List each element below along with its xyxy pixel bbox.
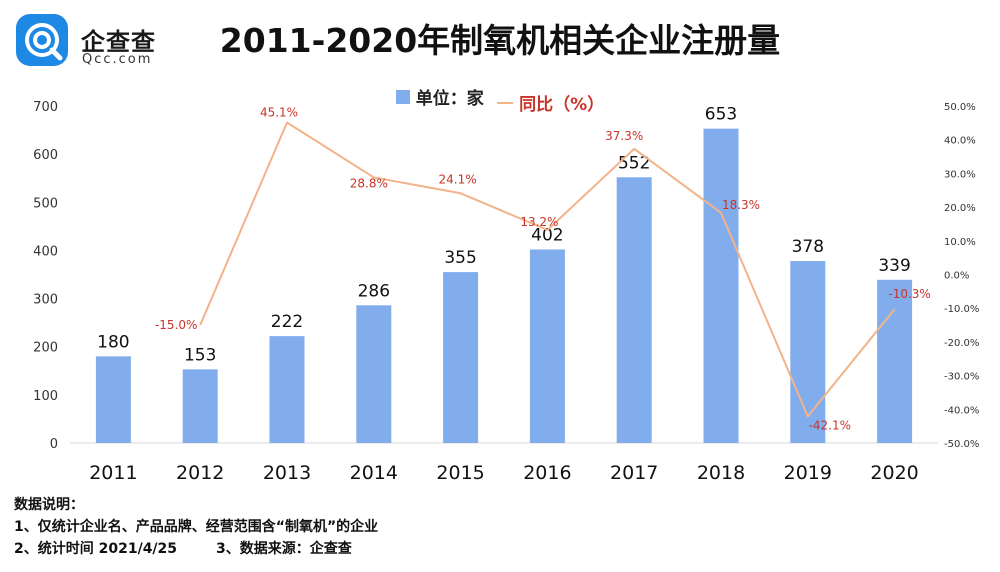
legend-item-bar: 单位：家 bbox=[395, 84, 484, 109]
right-axis-tick-label: -20.0% bbox=[944, 338, 979, 349]
x-axis-category-label: 2019 bbox=[784, 462, 832, 484]
right-axis-tick-label: -30.0% bbox=[944, 372, 979, 383]
bar bbox=[790, 261, 826, 443]
bar-value-label: 339 bbox=[878, 256, 910, 276]
line-point-label: 45.1% bbox=[260, 106, 298, 120]
bar-value-label: 402 bbox=[531, 225, 563, 245]
x-axis-category-label: 2013 bbox=[263, 462, 311, 484]
x-axis-category-label: 2015 bbox=[436, 462, 484, 484]
right-axis-tick-label: 20.0% bbox=[944, 203, 976, 214]
right-axis-tick-label: -40.0% bbox=[944, 405, 979, 416]
left-axis-tick-label: 700 bbox=[33, 100, 58, 115]
bar-value-label: 153 bbox=[184, 345, 216, 365]
right-axis-tick-label: -50.0% bbox=[944, 439, 979, 450]
yoy-line bbox=[199, 121, 896, 418]
x-axis-category-label: 2020 bbox=[870, 462, 918, 484]
qcc-logo-icon bbox=[16, 14, 68, 66]
chart-legend: 单位：家 同比（%） bbox=[0, 84, 1000, 115]
line-point-label: -10.3% bbox=[888, 287, 930, 301]
left-axis-tick-label: 300 bbox=[33, 293, 58, 308]
notes-line-1: 1、仅统计企业名、产品品牌、经营范围含“制氧机”的企业 bbox=[14, 519, 379, 535]
right-axis-tick-label: 10.0% bbox=[944, 237, 976, 248]
brand-name: 企查查 bbox=[81, 28, 156, 56]
x-axis-category-label: 2017 bbox=[610, 462, 658, 484]
bar-value-label: 653 bbox=[705, 105, 737, 125]
bar-value-label: 355 bbox=[444, 248, 476, 268]
bar-value-label: 180 bbox=[97, 332, 129, 352]
right-axis-tick-label: 0.0% bbox=[944, 271, 969, 282]
bar bbox=[95, 356, 131, 443]
right-axis-tick-label: 40.0% bbox=[944, 136, 976, 147]
data-notes: 数据说明： 1、仅统计企业名、产品品牌、经营范围含“制氧机”的企业 2、统计时间… bbox=[14, 494, 378, 560]
bar bbox=[443, 272, 479, 443]
x-axis-category-label: 2018 bbox=[697, 462, 745, 484]
legend-item-line: 同比（%） bbox=[497, 90, 604, 115]
line-point-label: 37.3% bbox=[605, 129, 643, 143]
chart-title: 2011-2020年制氧机相关企业注册量 bbox=[219, 21, 781, 60]
legend-line-label: 同比（%） bbox=[519, 95, 605, 115]
line-point-label: 28.8% bbox=[350, 176, 388, 190]
bar bbox=[616, 177, 652, 443]
notes-heading: 数据说明： bbox=[14, 497, 84, 513]
line-point-label: -15.0% bbox=[155, 318, 197, 332]
left-axis-tick-label: 0 bbox=[50, 437, 58, 452]
bar-value-label: 552 bbox=[618, 153, 650, 173]
right-axis-tick-label: 50.0% bbox=[944, 102, 976, 113]
bar bbox=[356, 305, 392, 443]
left-axis-tick-label: 500 bbox=[33, 196, 58, 211]
left-axis-tick-label: 600 bbox=[33, 148, 58, 163]
bar bbox=[182, 369, 218, 443]
right-axis-tick-label: -10.0% bbox=[944, 304, 979, 315]
bar bbox=[703, 128, 739, 443]
right-axis-tick-label: 30.0% bbox=[944, 169, 976, 180]
x-axis-category-label: 2012 bbox=[176, 462, 224, 484]
left-axis-tick-label: 400 bbox=[33, 244, 58, 259]
legend-bar-label: 单位：家 bbox=[415, 89, 484, 109]
bar-value-label: 222 bbox=[271, 312, 303, 332]
x-axis-category-label: 2014 bbox=[350, 462, 398, 484]
bar bbox=[877, 279, 913, 443]
line-point-label: -42.1% bbox=[809, 418, 851, 432]
left-axis-tick-label: 100 bbox=[33, 389, 58, 404]
x-axis-category-label: 2011 bbox=[89, 462, 137, 484]
brand-sub: Qcc.com bbox=[82, 52, 153, 67]
legend-bar-swatch bbox=[395, 89, 410, 104]
legend-line-swatch bbox=[497, 101, 514, 104]
bar-value-label: 286 bbox=[358, 281, 390, 301]
line-point-label: 24.1% bbox=[439, 172, 477, 186]
brand-logo: 企查查 Qcc.com bbox=[14, 12, 194, 68]
line-point-label: 18.3% bbox=[722, 198, 760, 212]
line-point-label: 13.2% bbox=[520, 215, 558, 229]
bar bbox=[269, 336, 305, 443]
bar-value-label: 378 bbox=[792, 237, 824, 257]
left-axis-tick-label: 200 bbox=[33, 341, 58, 356]
notes-line-2: 2、统计时间 2021/4/25 3、数据来源：企查查 bbox=[14, 541, 352, 557]
x-axis-category-label: 2016 bbox=[523, 462, 571, 484]
bar bbox=[529, 249, 565, 443]
